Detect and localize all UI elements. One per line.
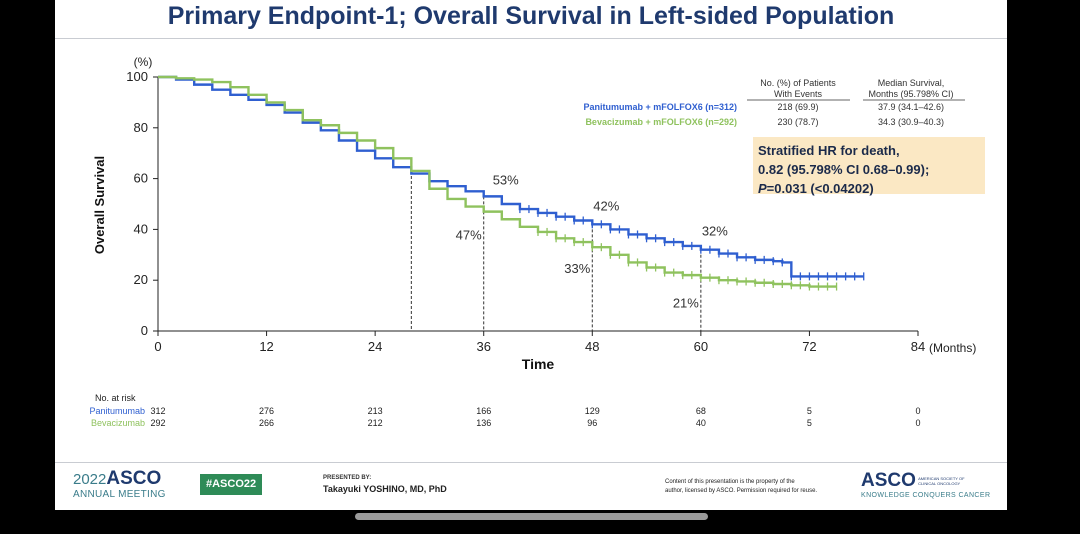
asco-logo-text: ASCO xyxy=(861,470,916,491)
hr-line-2: 0.82 (95.798% CI 0.68–0.99); xyxy=(758,162,930,177)
y-tick-label: 20 xyxy=(134,272,148,287)
survival-annotation-label: 33% xyxy=(564,261,590,276)
median-header-1: Median Survival, xyxy=(878,78,945,88)
x-tick-label: 84 xyxy=(911,339,925,354)
chart-axes: 0 12 24 36 48 60 72 84 0 20 40 60 80 100 xyxy=(126,69,925,354)
events-header-2: With Events xyxy=(774,89,823,99)
number-at-risk-table: No. at risk Panitumumab Bevacizumab 312 2… xyxy=(55,393,1007,433)
risk-row-bevacizumab-label: Bevacizumab xyxy=(90,418,145,428)
hazard-ratio-box: Stratified HR for death, 0.82 (95.798% C… xyxy=(753,137,985,196)
presenter-name: Takayuki YOSHINO, MD, PhD xyxy=(323,484,447,494)
copyright-line-1: Content of this presentation is the prop… xyxy=(665,479,795,485)
meeting-asco: ASCO xyxy=(106,468,162,489)
summary-row-bevacizumab-events: 230 (78.7) xyxy=(777,117,818,127)
x-tick-label: 60 xyxy=(694,339,708,354)
events-header-1: No. (%) of Patients xyxy=(760,78,836,88)
society-line-1: AMERICAN SOCIETY OF xyxy=(918,476,965,481)
risk-value: 5 xyxy=(806,406,812,416)
presenter-block: PRESENTED BY: Takayuki YOSHINO, MD, PhD xyxy=(323,475,447,494)
summary-table: No. (%) of Patients With Events Median S… xyxy=(583,78,965,127)
risk-value: 40 xyxy=(695,418,706,428)
survival-annotation-label: 21% xyxy=(673,296,699,311)
risk-value: 166 xyxy=(476,406,492,416)
risk-value: 212 xyxy=(367,418,383,428)
risk-value: 292 xyxy=(150,418,166,428)
asco-society-logo: ASCO AMERICAN SOCIETY OF CLINICAL ONCOLO… xyxy=(861,470,1001,499)
x-tick-label: 72 xyxy=(802,339,816,354)
society-line-2: CLINICAL ONCOLOGY xyxy=(918,481,961,486)
bevacizumab-curve xyxy=(158,75,838,291)
summary-row-panitumumab-events: 218 (69.9) xyxy=(777,102,818,112)
km-chart: 0 12 24 36 48 60 72 84 0 20 40 60 80 100 53% 47% 42% 33%… xyxy=(92,55,976,372)
risk-value: 0 xyxy=(915,418,921,428)
risk-value: 0 xyxy=(915,406,921,416)
y-axis-title: Overall Survival xyxy=(92,156,107,254)
y-tick-label: 60 xyxy=(134,171,148,186)
x-tick-label: 24 xyxy=(368,339,382,354)
survival-annotation-label: 32% xyxy=(702,224,728,239)
hr-p-symbol: P xyxy=(758,181,767,196)
title-divider xyxy=(55,38,1007,39)
y-unit-label: (%) xyxy=(134,55,153,69)
hr-line-1: Stratified HR for death, xyxy=(758,143,900,158)
risk-value: 213 xyxy=(367,406,383,416)
annual-meeting-label: ANNUAL MEETING xyxy=(73,489,166,500)
scrollbar-thumb[interactable] xyxy=(355,513,708,520)
risk-table-title: No. at risk xyxy=(95,393,136,403)
risk-value: 276 xyxy=(259,406,275,416)
median-header-2: Months (95.798% CI) xyxy=(868,89,953,99)
x-axis-title: Time xyxy=(522,356,555,372)
x-tick-label: 12 xyxy=(259,339,273,354)
risk-value: 266 xyxy=(259,418,275,428)
x-tick-label: 48 xyxy=(585,339,599,354)
y-tick-label: 100 xyxy=(126,69,148,84)
summary-row-panitumumab-name: Panitumumab + mFOLFOX6 (n=312) xyxy=(583,102,737,112)
risk-value: 136 xyxy=(476,418,492,428)
x-tick-label: 36 xyxy=(476,339,490,354)
risk-value: 129 xyxy=(584,406,600,416)
risk-value: 312 xyxy=(150,406,166,416)
survival-curves xyxy=(158,75,865,291)
y-tick-label: 0 xyxy=(141,323,148,338)
summary-row-bevacizumab-name: Bevacizumab + mFOLFOX6 (n=292) xyxy=(585,117,737,127)
risk-value: 5 xyxy=(806,418,812,428)
presented-by-label: PRESENTED BY: xyxy=(323,475,372,481)
survival-annotation-label: 53% xyxy=(493,172,519,187)
risk-value: 96 xyxy=(587,418,598,428)
summary-row-panitumumab-median: 37.9 (34.1–42.6) xyxy=(878,102,944,112)
hr-p-value: =0.031 (<0.04202) xyxy=(766,181,874,196)
hashtag-badge: #ASCO22 xyxy=(200,474,263,495)
hr-line-3: P=0.031 (<0.04202) xyxy=(758,179,980,198)
survival-step-line xyxy=(158,75,837,288)
survival-annotation-label: 47% xyxy=(456,228,482,243)
x-axis-unit: (Months) xyxy=(929,341,976,355)
panitumumab-curve xyxy=(158,75,865,281)
copyright-notice: Content of this presentation is the prop… xyxy=(665,478,817,496)
asco-annual-meeting-logo: 2022ASCO ANNUAL MEETING xyxy=(73,468,183,500)
risk-value: 68 xyxy=(695,406,706,416)
survival-annotation-label: 42% xyxy=(593,198,619,213)
meeting-year: 2022 xyxy=(73,471,107,488)
summary-row-bevacizumab-median: 34.3 (30.9–40.3) xyxy=(878,117,944,127)
survival-annotations: 53% 47% 42% 33% 32% 21% xyxy=(456,172,729,310)
x-tick-label: 0 xyxy=(154,339,161,354)
footer-divider xyxy=(55,462,1007,463)
hashtag-text: #ASCO22 xyxy=(206,478,257,490)
slide-title: Primary Endpoint-1; Overall Survival in … xyxy=(167,2,895,30)
slide: Primary Endpoint-1; Overall Survival in … xyxy=(55,0,1007,510)
y-tick-label: 40 xyxy=(134,221,148,236)
risk-row-panitumumab-label: Panitumumab xyxy=(89,406,145,416)
timepoint-markers xyxy=(410,170,702,331)
copyright-line-2: author, licensed by ASCO. Permission req… xyxy=(665,488,818,494)
y-tick-label: 80 xyxy=(134,120,148,135)
asco-tagline: KNOWLEDGE CONQUERS CANCER xyxy=(861,492,991,499)
